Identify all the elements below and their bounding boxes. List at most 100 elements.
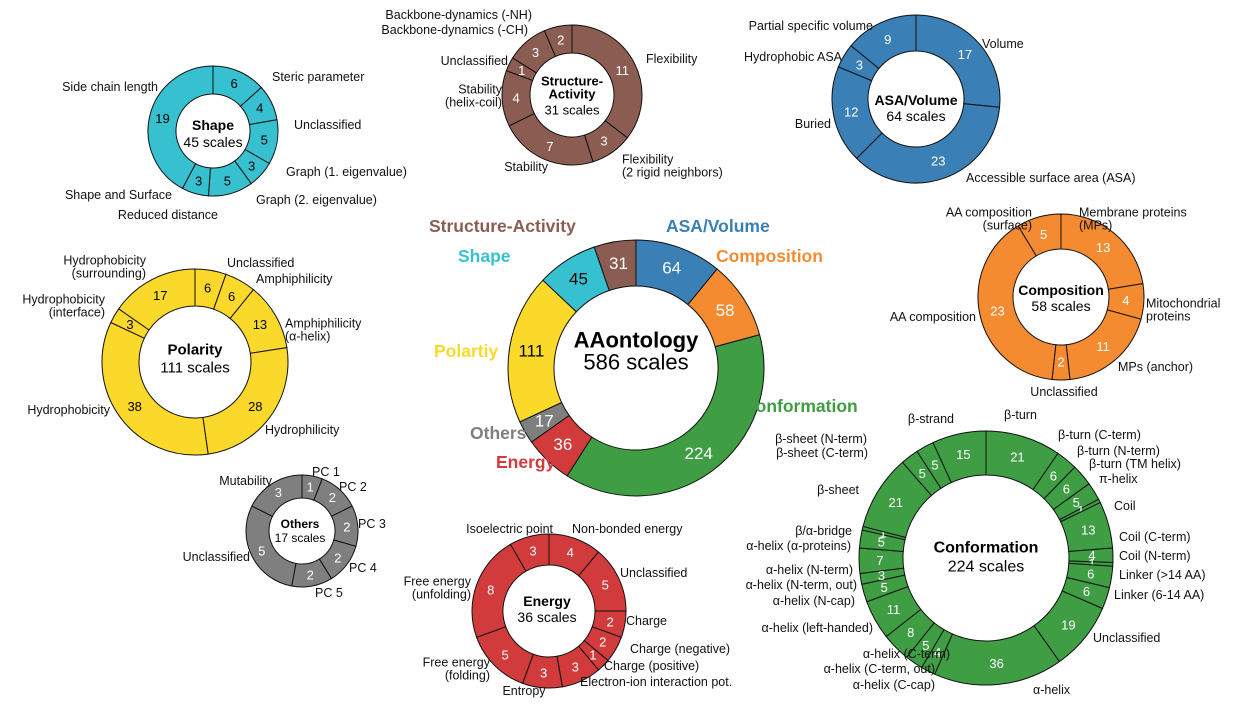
value-label-mutability: 3 — [275, 485, 282, 500]
slice-label-hydrophilicity: Hydrophilicity — [265, 423, 340, 437]
center-subtitle-aaontology: 586 scales — [583, 350, 688, 375]
slice-label-hydrophobicity: Hydrophobicity — [27, 403, 110, 417]
slice-label-partial-specific-volume: Partial specific volume — [749, 19, 873, 33]
slice-label-mutability: Mutability — [219, 474, 273, 488]
slice-label-non-bonded-energy: Non-bonded energy — [572, 522, 683, 536]
slice-label-charge: Charge — [626, 614, 667, 628]
value-label-sheet-n-term: 5 — [931, 458, 938, 473]
value-label-turn-tm-helix: 5 — [1073, 495, 1080, 510]
slice-structure-activity — [593, 239, 637, 292]
slice-label-turn-tm-helix: β-turn (TM helix) — [1089, 457, 1181, 471]
value-label-partial-specific-volume: 9 — [884, 32, 891, 47]
slice-label-flexibility-2-rigid-neighbors: Flexibility (2 rigid neighbors) — [622, 153, 723, 180]
center-title-conformation: Conformation — [934, 540, 1039, 557]
value-label-unclassified: 4 — [256, 101, 263, 116]
value-label-aa-composition: 23 — [990, 303, 1004, 318]
center-subtitle-structure-activity: 31 scales — [545, 103, 600, 118]
value-label-free-energy-folding: 5 — [502, 647, 509, 662]
value-label-others: 17 — [535, 412, 554, 431]
value-label-asa-volume: 64 — [662, 259, 681, 278]
slice-label-free-energy-folding: Free energy (folding) — [423, 656, 491, 683]
slice-label-helix: α-helix — [1033, 683, 1071, 697]
slice-label-helix-left-handed: α-helix (left-handed) — [762, 621, 873, 635]
value-label-amphiphilicity-helix: 13 — [253, 317, 267, 332]
donut-polarity: 6 Unclassified 6 Amphiphilicity 13 Amphiphili… — [22, 254, 362, 456]
value-label-turn-c-term: 6 — [1050, 469, 1057, 484]
slice-label-backbone-dynamics-nh: Backbone-dynamics (-NH) — [385, 8, 532, 22]
slice-label-electron-ion-interaction-pot: Electron-ion interaction pot. — [580, 675, 732, 689]
value-label-unclassified: 6 — [204, 281, 211, 296]
category-label-asa-volume: ASA/Volume — [666, 216, 770, 236]
value-label-sheet-c-term: 5 — [919, 466, 926, 481]
slice-hydrophobicity — [101, 321, 209, 456]
slice-label-pc-1: PC 1 — [312, 465, 340, 479]
slice-label-steric-parameter: Steric parameter — [272, 70, 364, 84]
slice-label-helix-c-term: α-helix (C-term) — [863, 647, 950, 661]
slice-partial-specific-volume — [850, 14, 917, 70]
value-label-volume: 17 — [958, 47, 972, 62]
donut-shape: 6 Steric parameter 4 Unclassified 5 Graph (1.… — [62, 65, 407, 222]
slice-label-pc-3: PC 3 — [358, 517, 386, 531]
value-label-flexibility: 11 — [616, 63, 630, 78]
value-label-aa-composition-surface: 5 — [1040, 227, 1047, 242]
slice-volume — [915, 14, 1001, 108]
value-label-steric-parameter: 6 — [231, 76, 238, 91]
value-label-pc-4: 2 — [334, 551, 341, 566]
value-label-coil-n-term: 1 — [1088, 556, 1095, 571]
slice-label-unclassified: Unclassified — [620, 566, 687, 580]
center-subtitle-asa-volume: 64 scales — [886, 108, 945, 124]
value-label-backbone-dynamics-nh: 2 — [557, 33, 564, 48]
slice-label-helix-c-cap: α-helix (C-cap) — [853, 678, 935, 692]
value-label-charge-positive: 1 — [589, 647, 596, 662]
value-label-charge: 2 — [606, 614, 613, 629]
value-label-hydrophobicity-surrounding: 17 — [153, 288, 167, 303]
slice-aa-composition — [977, 225, 1057, 381]
category-label-shape: Shape — [458, 246, 511, 266]
donut-energy: 4 Non-bonded energy 5 Unclassified 2 Charge 2 C… — [404, 522, 733, 698]
slice-label-pc-5: PC 5 — [315, 586, 343, 600]
donut-structure-activity: 11 Flexibility 3 Flexibility (2 rigid neighb… — [381, 8, 722, 180]
slice-label-backbone-dynamics-ch: Backbone-dynamics (-CH) — [381, 23, 528, 37]
slice-label-flexibility: Flexibility — [646, 52, 698, 66]
slice-label-helix: π-helix — [1099, 472, 1138, 486]
slice-label-linker-6-14-aa: Linker (6-14 AA) — [1114, 588, 1204, 602]
slice-label-linker-14-aa: Linker (>14 AA) — [1119, 568, 1206, 582]
value-label-stability: 7 — [546, 139, 553, 154]
value-label-backbone-dynamics-ch: 3 — [532, 45, 539, 60]
category-label-composition: Composition — [716, 246, 823, 266]
slice-label-charge-negative: Charge (negative) — [630, 642, 730, 656]
slice-label-sheet: β-sheet — [817, 483, 859, 497]
value-label-membrane-proteins-mps: 13 — [1096, 240, 1110, 255]
value-label-hydrophobicity-interface: 3 — [126, 317, 133, 332]
value-label-shape: 45 — [569, 269, 588, 288]
value-label-pc-5: 2 — [307, 568, 314, 583]
value-label-conformation: 224 — [684, 444, 712, 463]
slice-label-coil-c-term: Coil (C-term) — [1119, 530, 1191, 544]
value-label-isoelectric-point: 3 — [529, 544, 536, 559]
value-label-polartiy: 111 — [518, 342, 544, 361]
value-label-composition: 58 — [716, 301, 735, 320]
slice-label-bridge: β/α-bridge — [795, 524, 852, 538]
slice-label-isoelectric-point: Isoelectric point — [466, 522, 553, 536]
center-title-others: Others — [281, 517, 320, 531]
value-label-helix-c-cap: 4 — [934, 645, 941, 660]
slice-label-aa-composition-surface: AA composition (surface) — [946, 206, 1032, 233]
value-label-mitochondrial-proteins: 4 — [1122, 293, 1129, 308]
slice-conformation — [566, 334, 765, 497]
slice-label-aa-composition: AA composition — [890, 310, 976, 324]
center-subtitle-polarity: 111 scales — [160, 360, 230, 377]
value-label-accessible-surface-area-asa: 23 — [931, 154, 945, 169]
value-label-side-chain-length: 19 — [155, 111, 169, 126]
value-label-pc-2: 2 — [329, 490, 336, 505]
slice-label-coil-n-term: Coil (N-term) — [1119, 549, 1191, 563]
value-label-stability-helix-coil: 4 — [512, 90, 519, 105]
value-label-mps-anchor: 11 — [1096, 339, 1110, 354]
value-label-charge-negative: 2 — [599, 635, 606, 650]
center-title-shape: Shape — [192, 117, 234, 133]
slice-label-unclassified: Unclassified — [227, 256, 294, 270]
center-subtitle-composition: 58 scales — [1031, 298, 1090, 314]
value-label-helix: 1 — [1077, 503, 1084, 518]
